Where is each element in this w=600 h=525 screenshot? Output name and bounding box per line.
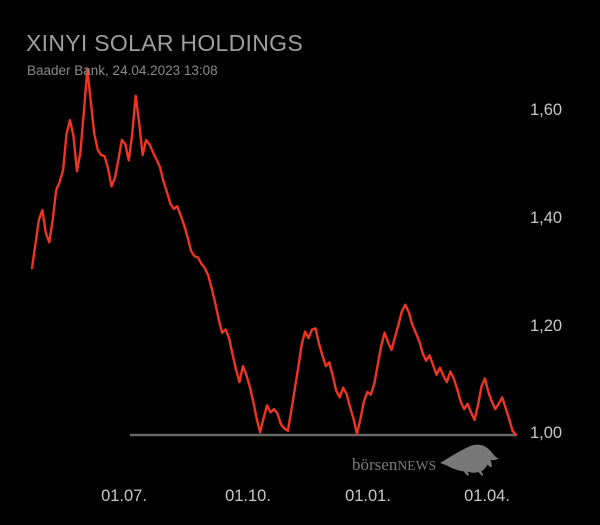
chart-subtitle: Baader Bank, 24.04.2023 13:08	[27, 63, 218, 78]
x-axis-tick-label: 01.04.	[464, 487, 510, 505]
y-axis-tick-label: 1,00	[530, 424, 563, 442]
y-axis-tick-label: 1,40	[530, 209, 563, 227]
page-title: XINYI SOLAR HOLDINGS	[26, 30, 303, 56]
x-axis-tick-label: 01.10.	[225, 487, 271, 505]
x-axis-tick-label: 01.01.	[345, 487, 391, 505]
x-axis-tick-label: 01.07.	[101, 487, 147, 505]
y-axis-tick-label: 1,60	[530, 101, 563, 119]
price-line	[30, 67, 518, 437]
y-axis-tick-label: 1,20	[530, 317, 563, 335]
